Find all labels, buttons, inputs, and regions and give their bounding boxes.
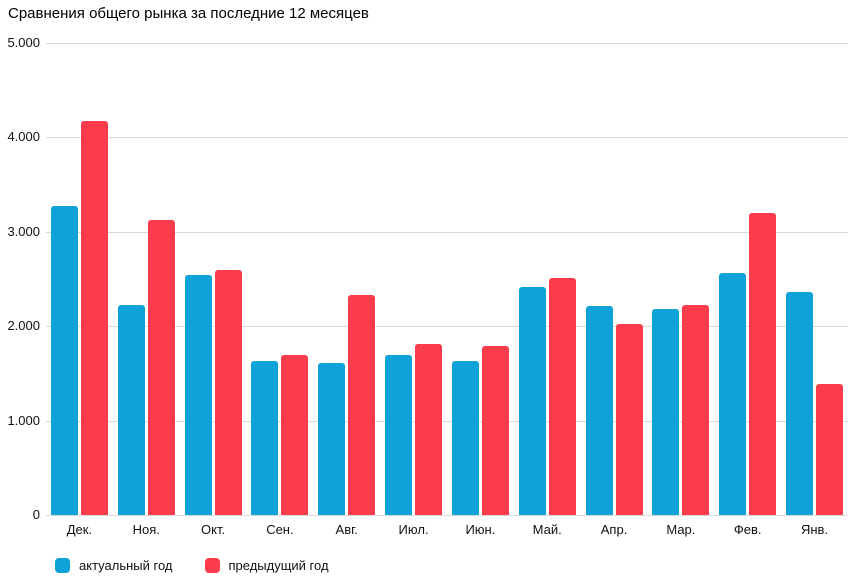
bar-group-Мар: Мар. [647,43,714,537]
bar-current-year[interactable] [318,363,346,515]
chart-legend: актуальный год предыдущий год [55,558,329,573]
bar-group-Апр: Апр. [581,43,648,537]
bar-previous-year[interactable] [214,269,242,515]
y-axis-tick-label: 4.000 [7,129,40,145]
bar-current-year[interactable] [385,355,413,515]
y-axis-tick-label: 1.000 [7,412,40,428]
bar-current-year[interactable] [585,306,613,515]
legend-item-current-year[interactable]: актуальный год [55,558,173,573]
bar-group-Июн: Июн. [447,43,514,537]
legend-item-previous-year[interactable]: предыдущий год [204,558,329,573]
x-axis-tick-label: Фев. [733,522,762,537]
bar-group-Фев: Фев. [714,43,781,537]
bar-current-year[interactable] [786,292,814,515]
bar-previous-year[interactable] [816,383,844,515]
y-axis-tick-label: 3.000 [7,223,40,239]
gridline-2000 [46,326,848,328]
gridline-3000 [46,231,848,233]
chart-title: Сравнения общего рынка за последние 12 м… [8,5,369,22]
x-axis-tick-label: Май. [532,522,562,537]
legend-label: предыдущий год [228,558,329,573]
bar-current-year[interactable] [117,305,145,515]
bar-current-year[interactable] [50,206,78,515]
gridline-4000 [46,137,848,139]
bar-previous-year[interactable] [348,295,376,515]
x-axis-tick-label: Авг. [335,522,358,537]
bar-previous-year[interactable] [682,304,710,515]
bar-group-Ноя: Ноя. [113,43,180,537]
y-axis-tick-label: 0 [32,507,40,522]
bar-previous-year[interactable] [147,219,175,515]
bar-previous-year[interactable] [548,278,576,515]
bar-previous-year[interactable] [415,344,443,515]
bar-previous-year[interactable] [615,324,643,515]
legend-swatch-icon [204,558,220,573]
bar-group-Окт: Окт. [180,43,247,537]
bar-current-year[interactable] [518,286,546,515]
x-axis-tick-label: Ноя. [132,522,160,537]
gridline-5000 [46,43,848,44]
x-axis-tick-label: Июл. [398,522,429,537]
bar-current-year[interactable] [652,309,680,515]
x-axis-tick-label: Июн. [465,522,496,537]
bar-previous-year[interactable] [481,346,509,515]
y-axis-tick-label: 5.000 [7,35,40,50]
x-axis-tick-label: Янв. [800,522,829,537]
legend-label: актуальный год [79,558,173,573]
x-axis-tick-label: Апр. [600,522,628,537]
x-axis-tick-label: Дек. [66,522,93,537]
bar-group-Дек: Дек. [46,43,113,537]
x-axis-tick-label: Окт. [201,522,226,537]
x-axis-tick-label: Мар. [666,522,696,537]
bar-previous-year[interactable] [281,354,309,515]
bar-group-Авг: Авг. [313,43,380,537]
gridline-1000 [46,420,848,422]
bar-group-Янв: Янв. [781,43,848,537]
bar-group-Сен: Сен. [246,43,313,537]
bar-current-year[interactable] [719,273,747,515]
bar-previous-year[interactable] [80,121,108,515]
bar-group-Июл: Июл. [380,43,447,537]
gridline-0 [46,515,848,516]
bar-current-year[interactable] [251,361,279,515]
bar-current-year[interactable] [451,361,479,515]
bar-previous-year[interactable] [749,212,777,515]
y-axis-tick-label: 2.000 [7,318,40,334]
bar-current-year[interactable] [184,275,212,515]
legend-swatch-icon [55,558,70,573]
plot-area: Дек. Ноя. Окт. Сен. Авг. Июл. Июн. Май. Апр. Мар.… [46,43,848,537]
bar-group-Май: Май. [514,43,581,537]
bar-groups: Дек. Ноя. Окт. Сен. Авг. Июл. Июн. Май. Апр. Мар.… [46,43,848,537]
x-axis-tick-label: Сен. [266,522,294,537]
